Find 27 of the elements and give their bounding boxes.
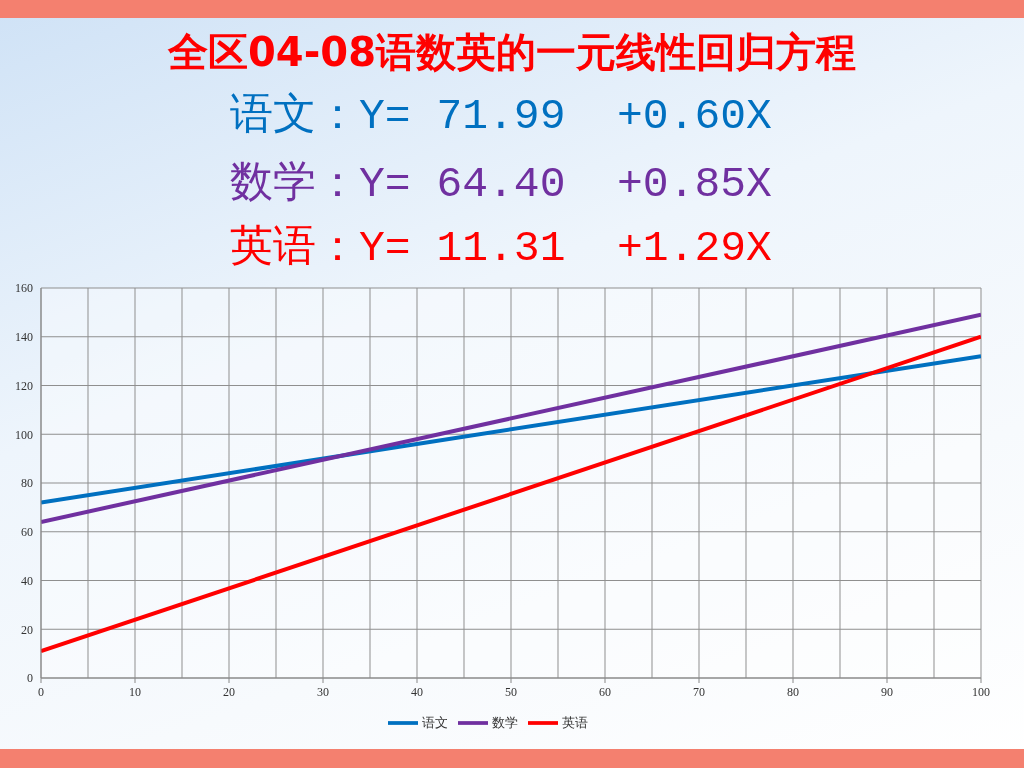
y-tick-label: 140 <box>15 330 33 345</box>
x-tick-label: 90 <box>881 685 893 699</box>
y-tick-label: 40 <box>21 573 33 588</box>
y-tick-label: 0 <box>27 671 33 686</box>
x-tick-label: 70 <box>693 685 705 699</box>
x-tick-label: 50 <box>505 685 517 699</box>
x-tick-label: 100 <box>972 685 990 699</box>
chart-title: 全区04-08语数英的一元线性回归方程 <box>167 28 857 76</box>
legend-label: 数学 <box>492 714 518 730</box>
x-tick-label: 40 <box>411 685 423 699</box>
x-tick-label: 0 <box>38 685 44 699</box>
y-tick-label: 60 <box>21 525 33 540</box>
legend-label: 英语 <box>562 714 588 730</box>
x-tick-label: 60 <box>599 685 611 699</box>
x-tick-label: 30 <box>317 685 329 699</box>
y-tick-label: 80 <box>21 476 33 491</box>
text: 语文：Y= 71.99 +0.60X <box>230 92 772 142</box>
x-tick-label: 10 <box>129 685 141 699</box>
legend-label: 语文 <box>422 714 448 730</box>
text: 数学：Y= 64.40 +0.85X <box>230 160 772 210</box>
text: 英语：Y= 11.31 +1.29X <box>230 224 772 274</box>
y-tick-label: 120 <box>15 378 33 393</box>
y-tick-label: 160 <box>15 281 33 296</box>
x-tick-label: 20 <box>223 685 235 699</box>
x-tick-label: 80 <box>787 685 799 699</box>
y-tick-label: 20 <box>21 622 33 637</box>
y-tick-label: 100 <box>15 427 33 442</box>
